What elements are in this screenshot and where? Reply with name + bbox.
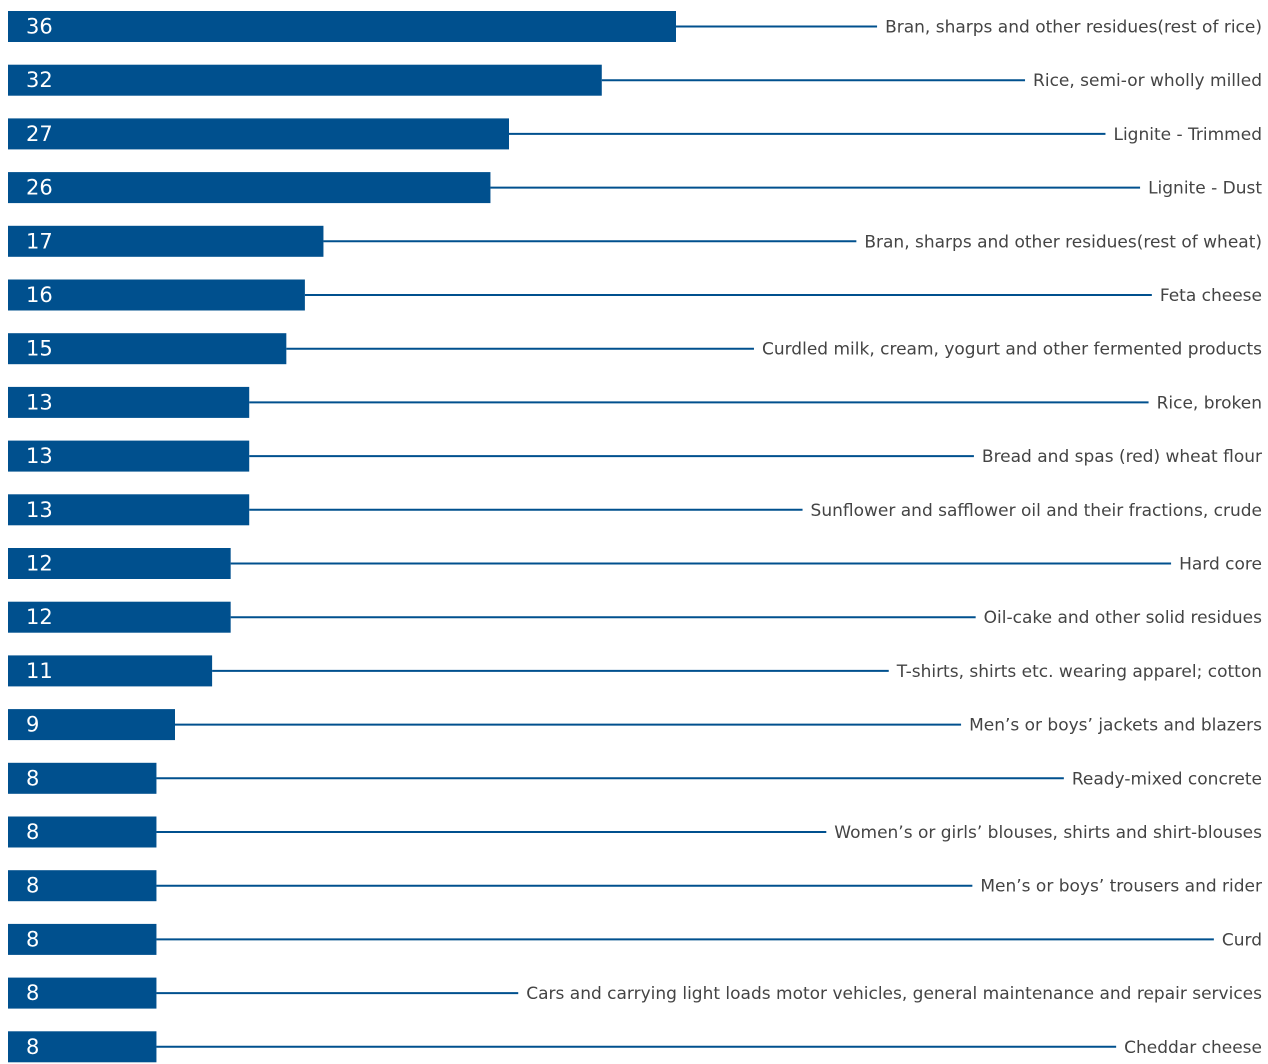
category-label: Lignite - Trimmed	[1113, 125, 1262, 145]
bar-value-label: 8	[26, 1035, 39, 1059]
bar-value-label: 8	[26, 820, 39, 844]
bar	[8, 870, 157, 902]
bar-value-label: 36	[26, 15, 53, 39]
category-label: T-shirts, shirts etc. wearing apparel; c…	[896, 662, 1262, 682]
bar-row: 27 Lignite - Trimmed	[8, 118, 1262, 150]
category-label: Hard core	[1179, 555, 1262, 575]
bar-value-label: 27	[26, 122, 53, 146]
bar	[8, 601, 231, 633]
category-label: Cheddar cheese	[1124, 1038, 1262, 1058]
bar	[8, 279, 305, 311]
category-label: Curd	[1222, 930, 1262, 950]
category-label: Women’s or girls’ blouses, shirts and sh…	[834, 823, 1262, 843]
bar	[8, 333, 287, 365]
bar	[8, 816, 157, 848]
category-label: Bread and spas (red) wheat flour	[982, 447, 1262, 467]
bar	[8, 655, 213, 687]
bar-value-label: 12	[26, 605, 53, 629]
bar-value-label: 8	[26, 874, 39, 898]
category-label: Men’s or boys’ jackets and blazers	[969, 716, 1262, 736]
category-label: Feta cheese	[1160, 286, 1262, 306]
bar	[8, 118, 509, 150]
category-label: Men’s or boys’ trousers and rider	[980, 877, 1262, 897]
bar	[8, 709, 175, 741]
bar	[8, 172, 491, 204]
bar-row: 8 Ready-mixed concrete	[8, 762, 1262, 794]
bar-value-label: 9	[26, 713, 39, 737]
bar-value-label: 11	[26, 659, 53, 683]
bar-value-label: 15	[26, 337, 53, 361]
bars-layer: 36 Bran, sharps and other residues(rest o…	[8, 11, 1262, 1063]
bar	[8, 64, 602, 96]
category-label: Ready-mixed concrete	[1072, 769, 1262, 789]
category-label: Cars and carrying light loads motor vehi…	[526, 984, 1262, 1004]
bar	[8, 386, 250, 418]
bar-row: 9 Men’s or boys’ jackets and blazers	[8, 709, 1262, 741]
bar-value-label: 12	[26, 552, 53, 576]
bar-row: 11 T-shirts, shirts etc. wearing apparel;…	[8, 655, 1262, 687]
bar-row: 32 Rice, semi-or wholly milled	[8, 64, 1262, 96]
category-label: Oil-cake and other solid residues	[984, 608, 1262, 628]
bar-value-label: 8	[26, 981, 39, 1005]
bar-value-label: 16	[26, 283, 53, 307]
bar-row: 17 Bran, sharps and other residues(rest o…	[8, 225, 1262, 257]
bar-value-label: 26	[26, 176, 53, 200]
bar	[8, 11, 676, 42]
bar-row: 8 Women’s or girls’ blouses, shirts and s…	[8, 816, 1262, 848]
bar-row: 13 Rice, broken	[8, 386, 1262, 418]
bar-row: 16 Feta cheese	[8, 279, 1262, 311]
category-label: Bran, sharps and other residues(rest of …	[864, 232, 1262, 252]
bar	[8, 548, 231, 579]
bar-value-label: 13	[26, 444, 53, 468]
bar	[8, 762, 157, 794]
bar-value-label: 17	[26, 229, 53, 253]
bar	[8, 1031, 157, 1063]
bar-row: 8 Cheddar cheese	[8, 1031, 1262, 1063]
category-label: Lignite - Dust	[1148, 179, 1262, 199]
bar-row: 15 Curdled milk, cream, yogurt and other …	[8, 333, 1262, 365]
category-label: Sunflower and safflower oil and their fr…	[811, 501, 1262, 521]
bar	[8, 923, 157, 955]
bar-value-label: 8	[26, 927, 39, 951]
category-label: Rice, semi-or wholly milled	[1033, 71, 1262, 91]
bar-value-label: 13	[26, 390, 53, 414]
bar-value-label: 8	[26, 766, 39, 790]
bar	[8, 977, 157, 1009]
bar-row: 36 Bran, sharps and other residues(rest o…	[8, 11, 1262, 42]
category-label: Bran, sharps and other residues(rest of …	[885, 18, 1262, 38]
bar-row: 13 Sunflower and safflower oil and their …	[8, 494, 1262, 526]
bar-value-label: 13	[26, 498, 53, 522]
bar-row: 8 Men’s or boys’ trousers and rider	[8, 870, 1262, 902]
bar-row: 8 Curd	[8, 923, 1262, 955]
bar-row: 13 Bread and spas (red) wheat flour	[8, 440, 1262, 472]
bar	[8, 440, 250, 472]
bar-row: 12 Hard core	[8, 548, 1262, 579]
bar	[8, 225, 324, 257]
bar-value-label: 32	[26, 68, 53, 92]
bar-row: 8 Cars and carrying light loads motor veh…	[8, 977, 1262, 1009]
bar	[8, 494, 250, 526]
category-label: Rice, broken	[1157, 393, 1262, 413]
category-label: Curdled milk, cream, yogurt and other fe…	[762, 340, 1262, 360]
bar-row: 26 Lignite - Dust	[8, 172, 1262, 204]
bar-row: 12 Oil-cake and other solid residues	[8, 601, 1262, 633]
